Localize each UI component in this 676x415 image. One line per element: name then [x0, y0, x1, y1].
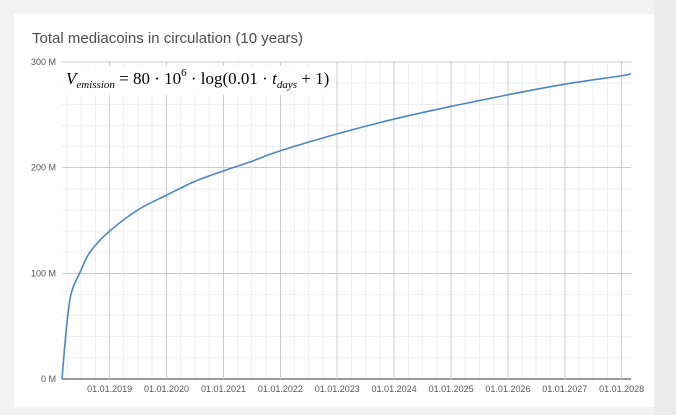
- emission-formula: Vemission = 80 · 106 · log(0.01 · tdays …: [64, 66, 336, 95]
- y-axis-labels: 0 M 100 M 200 M 300 M: [31, 57, 56, 384]
- formula-exponent: 6: [181, 67, 187, 79]
- formula-part-1: = 80 · 10: [119, 69, 182, 88]
- x-tick-label: 01.01.2020: [144, 384, 189, 394]
- y-tick-label: 300 M: [31, 57, 56, 67]
- formula-var-t: t: [272, 69, 277, 88]
- x-tick-label: 01.01.2024: [372, 384, 417, 394]
- formula-part-2: · log(0.01 ·: [186, 69, 273, 88]
- x-tick-label: 01.01.2021: [201, 384, 246, 394]
- formula-sub-emission: emission: [76, 79, 115, 91]
- x-tick-label: 01.01.2022: [258, 384, 303, 394]
- x-tick-label: 01.01.2019: [87, 384, 132, 394]
- x-tick-label: 01.01.2023: [315, 384, 360, 394]
- formula-var-v: V: [66, 69, 77, 88]
- page-margin: [654, 0, 676, 415]
- x-tick-label: 01.01.2025: [429, 384, 474, 394]
- minor-gridlines: [62, 61, 631, 380]
- formula-part-3: + 1): [297, 69, 330, 88]
- x-tick-label: 01.01.2028: [599, 384, 644, 394]
- major-gridlines: [62, 61, 631, 380]
- y-tick-label: 100 M: [31, 268, 56, 278]
- x-tick-label: 01.01.2027: [542, 384, 587, 394]
- y-tick-label: 200 M: [31, 163, 56, 173]
- series-line: [61, 72, 632, 380]
- formula-sub-days: days: [276, 79, 298, 91]
- y-tick-label: 0 M: [41, 374, 56, 384]
- x-tick-label: 01.01.2026: [485, 384, 530, 394]
- x-axis-labels: 01.01.2019 01.01.2020 01.01.2021 01.01.2022…: [87, 384, 644, 394]
- chart-title: Total mediacoins in circulation (10 year…: [32, 30, 303, 47]
